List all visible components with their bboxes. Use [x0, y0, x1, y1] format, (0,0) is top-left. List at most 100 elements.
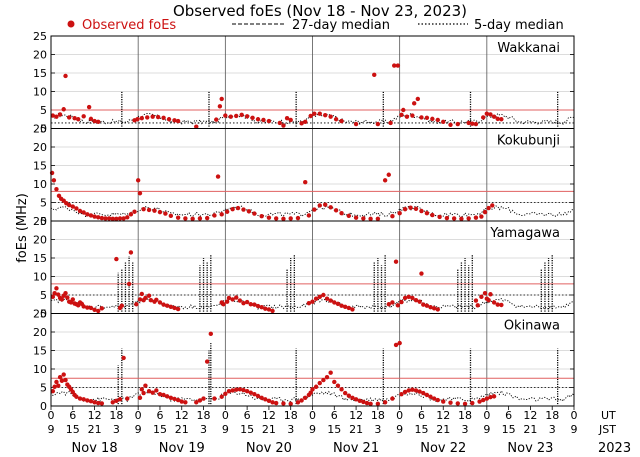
observed-point — [303, 119, 308, 125]
panel-wakkanai: 0 5 10 15 20 25 Wakkanai — [33, 30, 575, 136]
observed-point — [399, 112, 404, 118]
jst-tick-label: 21 — [349, 423, 363, 436]
observed-point — [119, 303, 125, 308]
observed-point — [421, 390, 426, 396]
observed-point — [413, 297, 419, 303]
observed-point — [126, 281, 132, 287]
observed-point — [390, 213, 395, 219]
observed-point — [270, 400, 275, 405]
observed-point — [70, 297, 75, 302]
ut-tick-label: 0 — [48, 409, 55, 422]
jst-tick-label: 15 — [327, 423, 341, 436]
observed-point — [482, 290, 488, 296]
observed-point — [61, 107, 66, 112]
y-tick-label: 0 — [40, 123, 47, 136]
station-name-label: Yamagawa — [489, 226, 560, 241]
observed-point — [221, 302, 226, 307]
observed-point — [117, 397, 123, 402]
y-tick-label: 15 — [33, 160, 47, 173]
observed-point — [201, 396, 206, 401]
observed-point — [88, 213, 94, 218]
observed-point — [339, 118, 344, 124]
observed-point — [353, 397, 359, 402]
observed-point — [172, 396, 177, 402]
jst-tick-label: 21 — [436, 423, 450, 436]
observed-point — [470, 400, 475, 406]
observed-point — [419, 115, 424, 120]
y-tick-label: 20 — [33, 326, 47, 339]
observed-point — [224, 209, 230, 214]
y-tick-label: 0 — [40, 308, 47, 321]
observed-point — [50, 113, 56, 118]
observed-point — [339, 303, 344, 308]
observed-point — [259, 213, 264, 219]
observed-point — [263, 397, 268, 402]
observed-point — [303, 179, 308, 185]
observed-point — [92, 118, 97, 124]
observed-point — [375, 216, 381, 221]
observed-point — [54, 186, 59, 192]
observed-point — [241, 300, 246, 306]
observed-point — [88, 305, 94, 311]
observed-point — [96, 119, 101, 125]
observed-point — [321, 377, 326, 383]
y-tick-label: 20 — [33, 234, 47, 247]
station-name-label: Kokubunji — [497, 134, 560, 149]
observed-point — [382, 178, 388, 183]
observed-point — [342, 304, 348, 310]
observed-point — [266, 307, 272, 312]
observed-point — [197, 398, 203, 403]
observed-point — [424, 115, 430, 120]
observed-point — [375, 121, 381, 127]
observed-point — [399, 299, 404, 305]
day-label: Nov 19 — [159, 441, 205, 456]
observed-point — [51, 178, 57, 183]
observed-point — [413, 206, 419, 211]
observed-point — [246, 209, 252, 214]
observed-point — [430, 212, 435, 218]
observed-point — [248, 302, 253, 307]
observed-point — [165, 303, 170, 308]
observed-point — [441, 119, 446, 125]
observed-point — [491, 300, 497, 305]
observed-point — [143, 383, 148, 388]
observed-point — [134, 302, 139, 307]
observed-point — [346, 213, 352, 219]
observed-point — [154, 297, 159, 303]
observed-point — [228, 114, 233, 119]
ut-tick-label: 0 — [309, 409, 316, 422]
observed-point — [81, 210, 86, 215]
observed-point — [466, 120, 471, 126]
observed-point — [488, 394, 493, 400]
observed-point — [139, 387, 144, 392]
observed-point — [466, 216, 471, 221]
observed-point — [281, 123, 286, 128]
ut-tick-label: 0 — [483, 409, 490, 422]
observed-point — [410, 387, 415, 392]
observed-point — [261, 117, 266, 123]
observed-point — [484, 396, 490, 401]
jst-tick-label: 15 — [153, 423, 167, 436]
observed-point — [56, 292, 61, 297]
y-tick-label: 10 — [33, 178, 47, 191]
observed-point — [386, 172, 391, 177]
observed-point — [424, 211, 430, 216]
observed-point — [54, 379, 59, 385]
observed-point — [310, 387, 315, 392]
observed-point — [495, 116, 500, 122]
observed-point — [56, 383, 61, 388]
observed-point — [392, 63, 397, 68]
observed-point — [234, 295, 239, 300]
jst-axis-label: JST — [598, 423, 616, 436]
observed-point — [165, 394, 170, 399]
panels-layer: 0 5 10 15 20 25 Wakkanai 0 5 10 15 20 25 Kokubunji 0 5 1… — [33, 30, 575, 413]
observed-point — [117, 216, 123, 221]
observed-point — [477, 399, 482, 404]
observed-point — [435, 117, 441, 123]
ut-tick-label: 12 — [349, 409, 363, 422]
observed-point — [368, 216, 373, 221]
jst-tick-label: 9 — [135, 423, 142, 436]
ut-tick-label: 12 — [262, 409, 276, 422]
observed-point — [92, 400, 97, 405]
